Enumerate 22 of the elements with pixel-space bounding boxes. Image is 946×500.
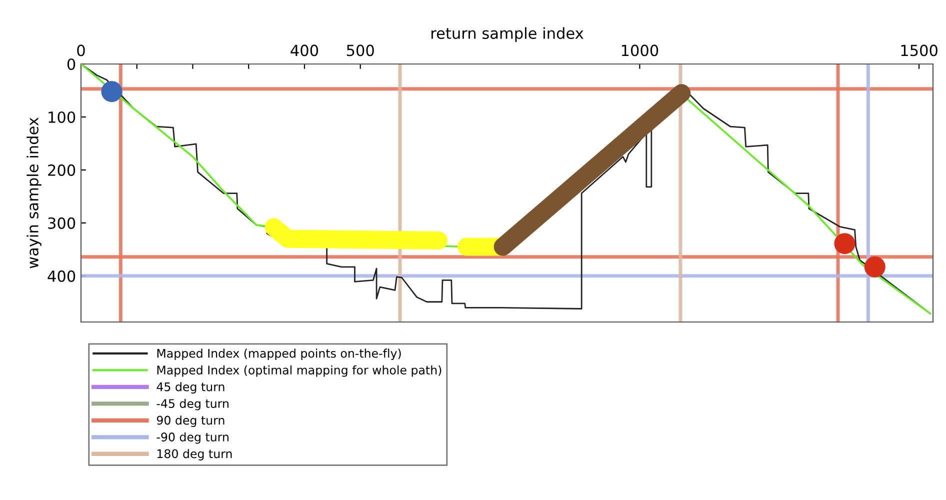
x-tick-label: 1500 <box>901 44 938 56</box>
legend-label: Mapped Index (mapped points on-the-fly) <box>157 348 401 360</box>
x-tick-label: 500 <box>346 44 374 56</box>
x-tick-label: 400 <box>290 44 318 56</box>
y-axis-title: wayin sample index <box>26 118 42 268</box>
y-tick-label: 400 <box>48 270 76 282</box>
legend-label: 90 deg turn <box>156 416 224 428</box>
y-tick-label: 0 <box>67 58 76 70</box>
legend-label: -90 deg turn <box>156 432 228 444</box>
legend-label: 45 deg turn <box>156 382 224 394</box>
x-tick-label: 1000 <box>622 44 658 56</box>
x-axis-title: return sample index <box>432 27 584 42</box>
y-tick-label: 100 <box>48 111 76 123</box>
y-tick-label: 200 <box>48 164 76 176</box>
legend-label: -45 deg turn <box>156 398 228 410</box>
x-tick-label: 0 <box>77 44 85 56</box>
legend-label: 180 deg turn <box>157 449 232 460</box>
y-tick-label: 300 <box>48 217 76 229</box>
point <box>834 233 856 254</box>
point <box>864 256 886 278</box>
point <box>101 81 122 102</box>
legend-label: Mapped Index (optimal mapping for whole path) <box>157 365 442 377</box>
